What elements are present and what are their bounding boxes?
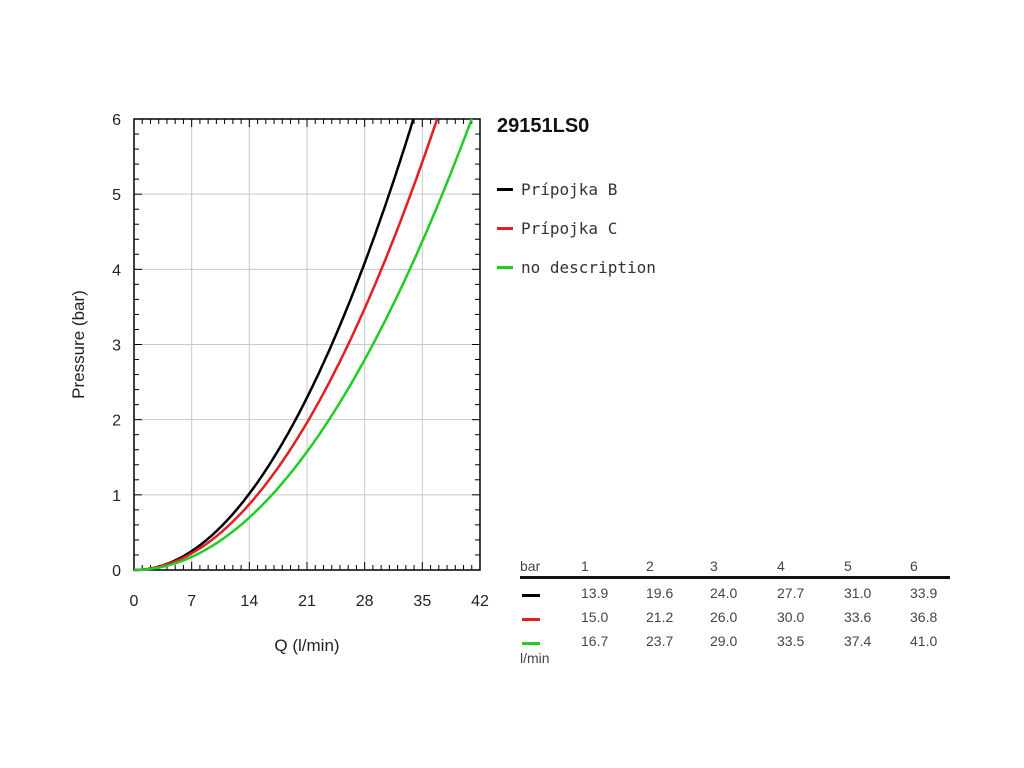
x-tick-label: 21 — [298, 593, 316, 610]
chart-legend: Prípojka B Prípojka C no description — [497, 170, 656, 287]
x-tick-label: 28 — [356, 593, 374, 610]
table-cell: 21.2 — [646, 609, 674, 625]
x-tick-label: 0 — [130, 593, 139, 610]
row-swatch-b — [522, 594, 540, 597]
row-swatch-nodesc — [522, 642, 540, 645]
chart-title: 29151LS0 — [497, 115, 590, 137]
table-unit-label: l/min — [520, 650, 550, 666]
legend-item-b: Prípojka B — [497, 170, 656, 209]
table-col-header: 1 — [581, 558, 589, 574]
table-header-row: bar 1 2 3 4 5 6 — [520, 558, 950, 579]
legend-label-b: Prípojka B — [521, 180, 618, 199]
legend-item-nodesc: no description — [497, 248, 656, 287]
table-col-header: 6 — [910, 558, 918, 574]
table-col-header: 4 — [777, 558, 785, 574]
legend-swatch-b — [497, 188, 513, 191]
y-tick-label: 6 — [112, 112, 121, 129]
series-line-1 — [134, 118, 439, 572]
x-tick-label: 42 — [471, 593, 489, 610]
x-tick-label: 14 — [240, 593, 258, 610]
legend-item-c: Prípojka C — [497, 209, 656, 248]
table-cell: 30.0 — [777, 609, 805, 625]
table-cell: 33.5 — [777, 633, 805, 649]
series-line-2 — [134, 118, 473, 572]
y-tick-label: 1 — [112, 488, 121, 505]
y-tick-label: 5 — [112, 187, 121, 204]
table-cell: 23.7 — [646, 633, 674, 649]
table-cell: 41.0 — [910, 633, 938, 649]
y-axis-label: Pressure (bar) — [69, 290, 88, 399]
table-cell: 36.8 — [910, 609, 938, 625]
y-tick-label: 0 — [112, 563, 121, 580]
x-tick-label: 7 — [187, 593, 196, 610]
table-cell: 37.4 — [844, 633, 872, 649]
legend-swatch-c — [497, 227, 513, 230]
x-axis-label: Q (l/min) — [274, 636, 339, 655]
table-col-header: 5 — [844, 558, 852, 574]
legend-label-nodesc: no description — [521, 258, 656, 277]
table-col-header: 2 — [646, 558, 654, 574]
table-row: 13.9 19.6 24.0 27.7 31.0 33.9 — [520, 585, 950, 609]
y-tick-label: 4 — [112, 262, 121, 279]
table-cell: 16.7 — [581, 633, 609, 649]
row-swatch-c — [522, 618, 540, 621]
legend-label-c: Prípojka C — [521, 219, 618, 238]
table-cell: 33.9 — [910, 585, 938, 601]
y-tick-label: 3 — [112, 338, 121, 355]
table-cell: 19.6 — [646, 585, 674, 601]
table-cell: 29.0 — [710, 633, 738, 649]
x-tick-label: 35 — [413, 593, 431, 610]
table-cell: 26.0 — [710, 609, 738, 625]
table-cell: 27.7 — [777, 585, 805, 601]
table-row: 15.0 21.2 26.0 30.0 33.6 36.8 — [520, 609, 950, 633]
flow-table: bar 1 2 3 4 5 6 13.9 19.6 24.0 27.7 31.0… — [520, 558, 950, 666]
legend-swatch-nodesc — [497, 266, 513, 269]
table-cell: 15.0 — [581, 609, 609, 625]
table-cell: 24.0 — [710, 585, 738, 601]
plot-frame — [133, 118, 481, 571]
table-row: 16.7 23.7 29.0 33.5 37.4 41.0 — [520, 633, 950, 657]
table-cell: 31.0 — [844, 585, 872, 601]
table-header-label: bar — [520, 558, 541, 574]
table-col-header: 3 — [710, 558, 718, 574]
table-cell: 13.9 — [581, 585, 609, 601]
table-cell: 33.6 — [844, 609, 872, 625]
y-tick-label: 2 — [112, 413, 121, 430]
